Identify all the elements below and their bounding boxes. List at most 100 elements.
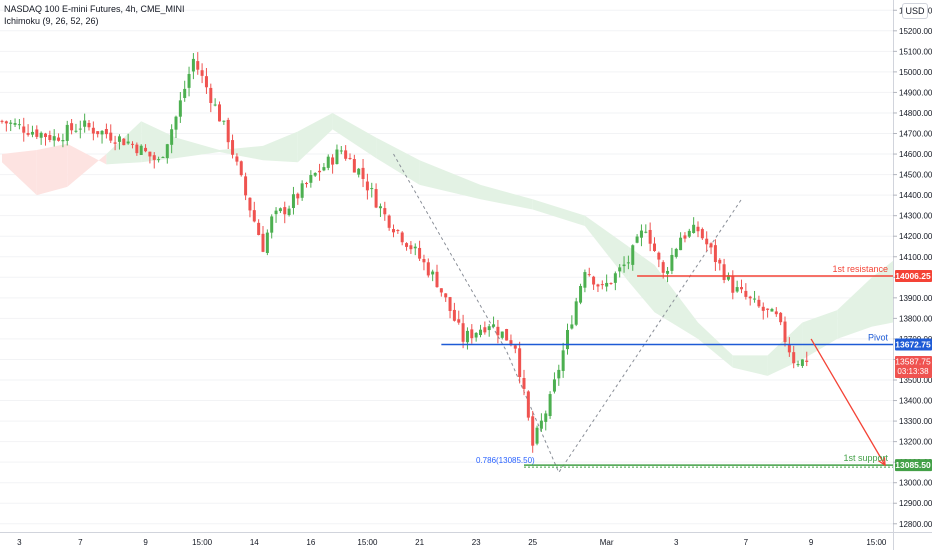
candle-down	[448, 297, 452, 311]
candle-up	[378, 206, 382, 209]
price-tick-label: 14500.00	[899, 171, 932, 180]
candle-up	[100, 130, 104, 135]
candle-down	[426, 262, 430, 276]
time-tick-label: 7	[744, 538, 749, 547]
candle-up	[544, 413, 548, 422]
currency-button[interactable]: USD	[902, 3, 928, 19]
cloud-bull-segment	[532, 199, 585, 226]
candle-up	[552, 379, 556, 392]
candle-down	[783, 321, 787, 342]
candle-up	[557, 369, 561, 379]
resistance-price-tag[interactable]: 14006.25	[895, 270, 932, 283]
candle-up	[692, 224, 696, 234]
candle-down	[96, 131, 100, 135]
candle-up	[52, 136, 56, 141]
cloud-bull-segment	[219, 145, 263, 161]
chart-canvas[interactable]	[0, 0, 893, 532]
candle-down	[396, 230, 400, 232]
price-tick-label: 13400.00	[899, 397, 932, 406]
time-tick-label: 14	[250, 538, 259, 547]
current-price-tag[interactable]: 13587.75 03:13:38	[895, 355, 932, 378]
price-tick-label: 14700.00	[899, 130, 932, 139]
candle-up	[579, 285, 583, 303]
candle-up	[126, 141, 130, 144]
candle-down	[331, 157, 335, 165]
candle-up	[83, 120, 87, 127]
candle-down	[422, 258, 426, 263]
candle-down	[91, 127, 95, 134]
candle-up	[574, 301, 578, 325]
candle-down	[109, 132, 113, 141]
candle-down	[348, 157, 352, 159]
candle-up	[635, 236, 639, 243]
candle-down	[352, 159, 356, 173]
candle-down	[405, 243, 409, 247]
candle-up	[796, 364, 800, 366]
price-tick-label: 13800.00	[899, 314, 932, 323]
candle-down	[509, 340, 513, 346]
candle-up	[165, 144, 169, 159]
symbol-title[interactable]: NASDAQ 100 E-mini Futures, 4h, CME_MINI	[4, 4, 185, 14]
candle-up	[583, 272, 587, 288]
candle-up	[117, 136, 121, 142]
candle-down	[740, 287, 743, 290]
candle-down	[526, 391, 530, 418]
candle-up	[61, 140, 65, 142]
price-tick-label: 13200.00	[899, 438, 932, 447]
cloud-bull-segment	[176, 137, 220, 159]
current-price: 13587.75	[895, 356, 931, 366]
candle-down	[505, 329, 509, 341]
candle-down	[104, 128, 108, 135]
candle-up	[274, 210, 278, 215]
projection-arrow[interactable]	[810, 338, 886, 467]
candle-down	[148, 151, 152, 157]
support-price-tag[interactable]: 13085.50	[895, 459, 932, 472]
candle-down	[283, 207, 287, 215]
candle-down	[135, 144, 139, 154]
candle-down	[766, 308, 770, 310]
candle-up	[170, 129, 174, 145]
candle-down	[457, 319, 461, 323]
candle-down	[244, 176, 248, 196]
candle-down	[587, 274, 591, 276]
time-tick-label: Mar	[600, 538, 614, 547]
candle-down	[657, 252, 661, 260]
candle-up	[287, 208, 291, 216]
candle-down	[57, 137, 61, 141]
candle-down	[152, 155, 156, 160]
candle-up	[800, 359, 804, 366]
candles	[0, 52, 809, 453]
time-axis[interactable]: 3 7 9 15:00 14 16 15:00 21 23 25 Mar 3 7 9 15:00	[17, 538, 887, 547]
candle-up	[500, 331, 504, 338]
candle-down	[226, 119, 230, 143]
price-tick-label: 12800.00	[899, 520, 932, 529]
candle-up	[187, 73, 191, 88]
candle-down	[531, 416, 535, 446]
support-price: 13085.50	[895, 460, 931, 470]
candle-down	[779, 312, 783, 323]
candle-up	[222, 120, 226, 122]
time-tick-label: 9	[809, 538, 814, 547]
candle-down	[365, 181, 369, 191]
cloud-bull-segment	[628, 246, 655, 313]
candle-up	[191, 58, 195, 72]
candle-down	[522, 378, 526, 389]
candle-down	[305, 183, 308, 185]
candle-up	[687, 230, 691, 237]
candle-down	[461, 323, 465, 342]
price-tick-label: 14100.00	[899, 253, 932, 262]
cloud-bull-segment	[584, 215, 629, 282]
candle-up	[322, 167, 326, 171]
candle-down	[204, 76, 208, 88]
candle-up	[413, 246, 417, 249]
indicator-legend[interactable]: Ichimoku (9, 26, 52, 26)	[4, 16, 99, 26]
candle-up	[626, 262, 630, 264]
fib-pattern	[393, 153, 742, 474]
pivot-price-tag[interactable]: 13672.75	[895, 338, 932, 351]
candle-down	[248, 197, 252, 211]
candle-down	[383, 208, 387, 215]
price-axis[interactable]: 15300.0015200.0015100.0015000.0014900.00…	[893, 6, 932, 529]
candle-down	[296, 193, 300, 199]
fib-dashed-line	[393, 153, 742, 474]
